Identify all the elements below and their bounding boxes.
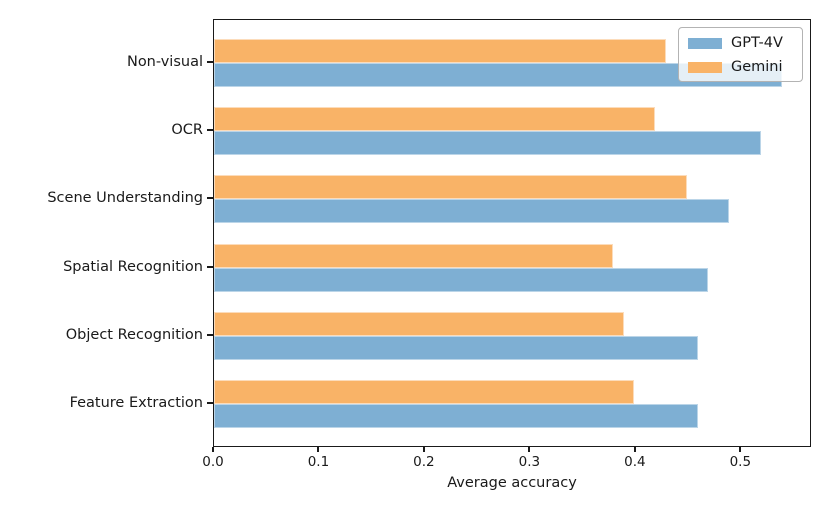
bar-gpt-4v <box>214 267 709 292</box>
bar-gemini <box>214 38 666 63</box>
x-tick-mark <box>422 447 425 452</box>
category-label: OCR <box>171 122 203 138</box>
y-tick-mark <box>207 129 213 131</box>
y-tick-mark <box>207 265 213 268</box>
bar-gpt-4v <box>214 335 698 360</box>
bar-gemini <box>214 243 614 268</box>
bar-gpt-4v <box>214 404 698 429</box>
x-tick-label: 0.5 <box>729 454 752 470</box>
x-tick-mark <box>633 447 636 452</box>
x-tick-mark <box>739 447 742 452</box>
x-tick-label: 0.4 <box>624 454 646 470</box>
bar-gemini <box>214 380 635 405</box>
plot-area <box>213 19 811 447</box>
bar-gpt-4v <box>214 199 730 224</box>
category-label: Spatial Recognition <box>63 258 203 275</box>
legend-label-gemini: Gemini <box>731 59 783 75</box>
x-tick-mark <box>528 447 531 452</box>
x-tick-label: 0.3 <box>518 454 541 470</box>
legend-entry-gpt-4v: GPT-4V <box>688 35 793 51</box>
legend-label-gpt-4v: GPT-4V <box>731 35 783 51</box>
legend: GPT-4V Gemini <box>678 27 803 82</box>
y-tick-mark <box>207 402 213 405</box>
bar-gemini <box>214 175 688 200</box>
x-axis-label: Average accuracy <box>447 475 577 491</box>
x-tick-label: 0.1 <box>307 454 330 470</box>
category-label: Feature Extraction <box>69 395 203 412</box>
x-tick-mark <box>212 447 214 452</box>
bar-gemini <box>214 311 624 336</box>
bar-gemini <box>214 107 656 131</box>
x-tick-label: 0.0 <box>202 454 224 470</box>
gemini-swatch-icon <box>688 61 722 73</box>
y-tick-mark <box>207 333 213 336</box>
y-tick-mark <box>207 197 213 200</box>
category-label: Scene Understanding <box>47 190 203 207</box>
x-tick-label: 0.2 <box>413 454 435 470</box>
legend-entry-gemini: Gemini <box>688 59 793 75</box>
category-label: Object Recognition <box>65 326 203 343</box>
gpt-4v-swatch-icon <box>688 37 722 49</box>
category-label: Non-visual <box>126 53 203 70</box>
bar-gpt-4v <box>214 131 761 155</box>
x-tick-mark <box>317 447 320 452</box>
y-tick-mark <box>207 60 213 63</box>
